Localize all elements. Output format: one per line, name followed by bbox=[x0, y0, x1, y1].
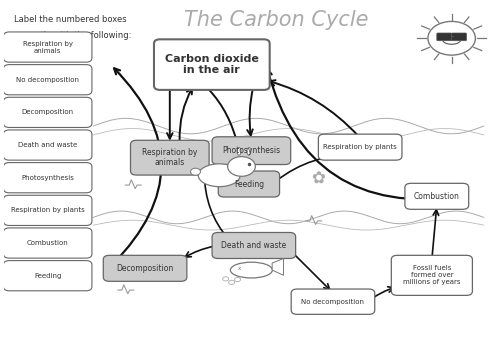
Ellipse shape bbox=[237, 148, 241, 155]
Text: No decomposition: No decomposition bbox=[302, 299, 364, 305]
Text: Respiration by plants: Respiration by plants bbox=[11, 207, 85, 213]
FancyBboxPatch shape bbox=[392, 255, 472, 295]
Text: correctly with the following:: correctly with the following: bbox=[14, 31, 132, 40]
Text: Fossil fuels
formed over
millions of years: Fossil fuels formed over millions of yea… bbox=[403, 266, 460, 285]
Text: Feeding: Feeding bbox=[234, 179, 264, 189]
Circle shape bbox=[190, 168, 200, 175]
FancyBboxPatch shape bbox=[104, 255, 187, 281]
Ellipse shape bbox=[198, 164, 240, 187]
FancyBboxPatch shape bbox=[405, 183, 468, 209]
Text: Death and waste: Death and waste bbox=[221, 241, 286, 250]
Text: Photosynthesis: Photosynthesis bbox=[21, 175, 74, 181]
Text: Label the numbered boxes: Label the numbered boxes bbox=[14, 16, 126, 24]
FancyBboxPatch shape bbox=[4, 195, 92, 225]
Text: Feeding: Feeding bbox=[34, 273, 62, 279]
Text: ✿: ✿ bbox=[311, 170, 325, 188]
Text: Decomposition: Decomposition bbox=[22, 109, 74, 115]
Text: Photosynthesis: Photosynthesis bbox=[222, 146, 280, 155]
Circle shape bbox=[228, 156, 256, 176]
FancyBboxPatch shape bbox=[4, 261, 92, 291]
Text: Combustion: Combustion bbox=[27, 240, 68, 246]
FancyBboxPatch shape bbox=[4, 97, 92, 127]
FancyBboxPatch shape bbox=[4, 65, 92, 95]
FancyBboxPatch shape bbox=[437, 33, 452, 41]
FancyBboxPatch shape bbox=[212, 137, 290, 165]
Circle shape bbox=[428, 21, 476, 55]
Ellipse shape bbox=[230, 262, 272, 278]
FancyBboxPatch shape bbox=[154, 39, 270, 90]
Text: x: x bbox=[238, 266, 240, 271]
Text: Carbon dioxide
in the air: Carbon dioxide in the air bbox=[165, 54, 259, 75]
Ellipse shape bbox=[247, 148, 251, 155]
FancyBboxPatch shape bbox=[212, 233, 296, 258]
Polygon shape bbox=[272, 258, 283, 275]
FancyBboxPatch shape bbox=[291, 289, 375, 314]
FancyBboxPatch shape bbox=[4, 228, 92, 258]
Text: Decomposition: Decomposition bbox=[116, 264, 173, 273]
FancyBboxPatch shape bbox=[4, 162, 92, 193]
Text: The Carbon Cycle: The Carbon Cycle bbox=[184, 10, 368, 30]
FancyBboxPatch shape bbox=[452, 33, 466, 41]
FancyBboxPatch shape bbox=[318, 134, 402, 160]
FancyBboxPatch shape bbox=[4, 32, 92, 62]
FancyBboxPatch shape bbox=[4, 130, 92, 160]
Text: Respiration by
animals: Respiration by animals bbox=[142, 148, 198, 167]
Text: Combustion: Combustion bbox=[414, 192, 460, 201]
Text: Respiration by
animals: Respiration by animals bbox=[22, 41, 72, 53]
Text: Death and waste: Death and waste bbox=[18, 142, 78, 148]
FancyBboxPatch shape bbox=[218, 171, 280, 197]
Text: No decomposition: No decomposition bbox=[16, 77, 79, 83]
FancyBboxPatch shape bbox=[130, 140, 209, 175]
Text: Respiration by plants: Respiration by plants bbox=[324, 144, 397, 150]
